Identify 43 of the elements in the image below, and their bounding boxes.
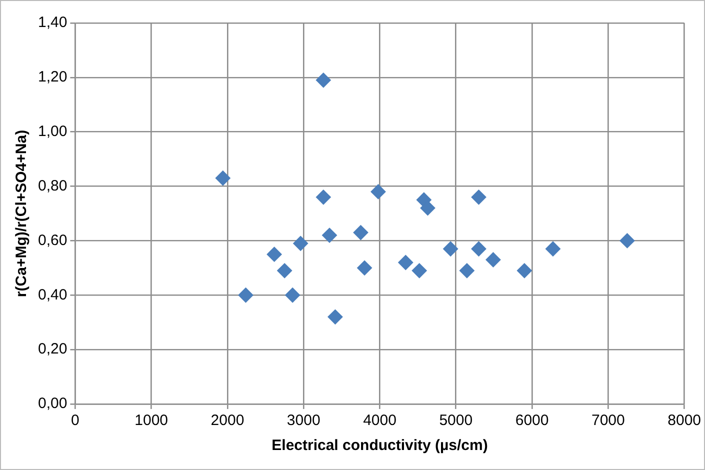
point bbox=[316, 190, 331, 205]
x-tick-label: 2000 bbox=[210, 412, 244, 430]
y-tick-label: 0,80 bbox=[38, 177, 68, 194]
point bbox=[471, 241, 486, 256]
point bbox=[322, 228, 338, 243]
point bbox=[353, 225, 368, 240]
point bbox=[516, 263, 532, 278]
y-tick-label: 1,20 bbox=[38, 68, 68, 86]
point bbox=[266, 246, 282, 262]
y-tick-label: 1,40 bbox=[38, 14, 68, 32]
point bbox=[486, 252, 501, 268]
point bbox=[357, 260, 372, 276]
y-tick-label: 0,00 bbox=[38, 395, 68, 412]
point bbox=[215, 170, 230, 186]
x-tick-label: 1000 bbox=[134, 412, 168, 430]
y-axis-title: r(Ca+Mg)/r(Cl+SO4+Na) bbox=[13, 130, 30, 298]
x-tick-label: 3000 bbox=[286, 412, 320, 430]
point bbox=[316, 72, 331, 88]
point bbox=[420, 200, 436, 216]
y-tick-label: 0,40 bbox=[38, 286, 68, 304]
point bbox=[412, 263, 427, 278]
point bbox=[285, 288, 300, 303]
x-tick-label: 0 bbox=[71, 412, 80, 430]
x-tick-label: 8000 bbox=[668, 412, 702, 430]
point bbox=[277, 263, 292, 278]
x-tick-label: 6000 bbox=[515, 412, 549, 430]
x-axis-title: Electrical conductivity (µs/cm) bbox=[272, 437, 488, 454]
x-tick-label: 7000 bbox=[591, 412, 625, 430]
x-tick-label: 4000 bbox=[363, 412, 396, 430]
point bbox=[459, 263, 474, 278]
point bbox=[328, 309, 343, 324]
point bbox=[293, 236, 308, 251]
point bbox=[398, 254, 414, 270]
point bbox=[370, 184, 386, 200]
point bbox=[443, 241, 458, 256]
y-tick-label: 0,60 bbox=[38, 232, 68, 249]
x-tick-label: 5000 bbox=[439, 412, 473, 430]
point bbox=[238, 288, 254, 303]
point bbox=[620, 233, 635, 248]
point bbox=[471, 190, 486, 205]
y-tick-label: 0,20 bbox=[38, 340, 68, 358]
y-tick-label: 1,00 bbox=[38, 123, 68, 140]
point bbox=[545, 241, 560, 256]
